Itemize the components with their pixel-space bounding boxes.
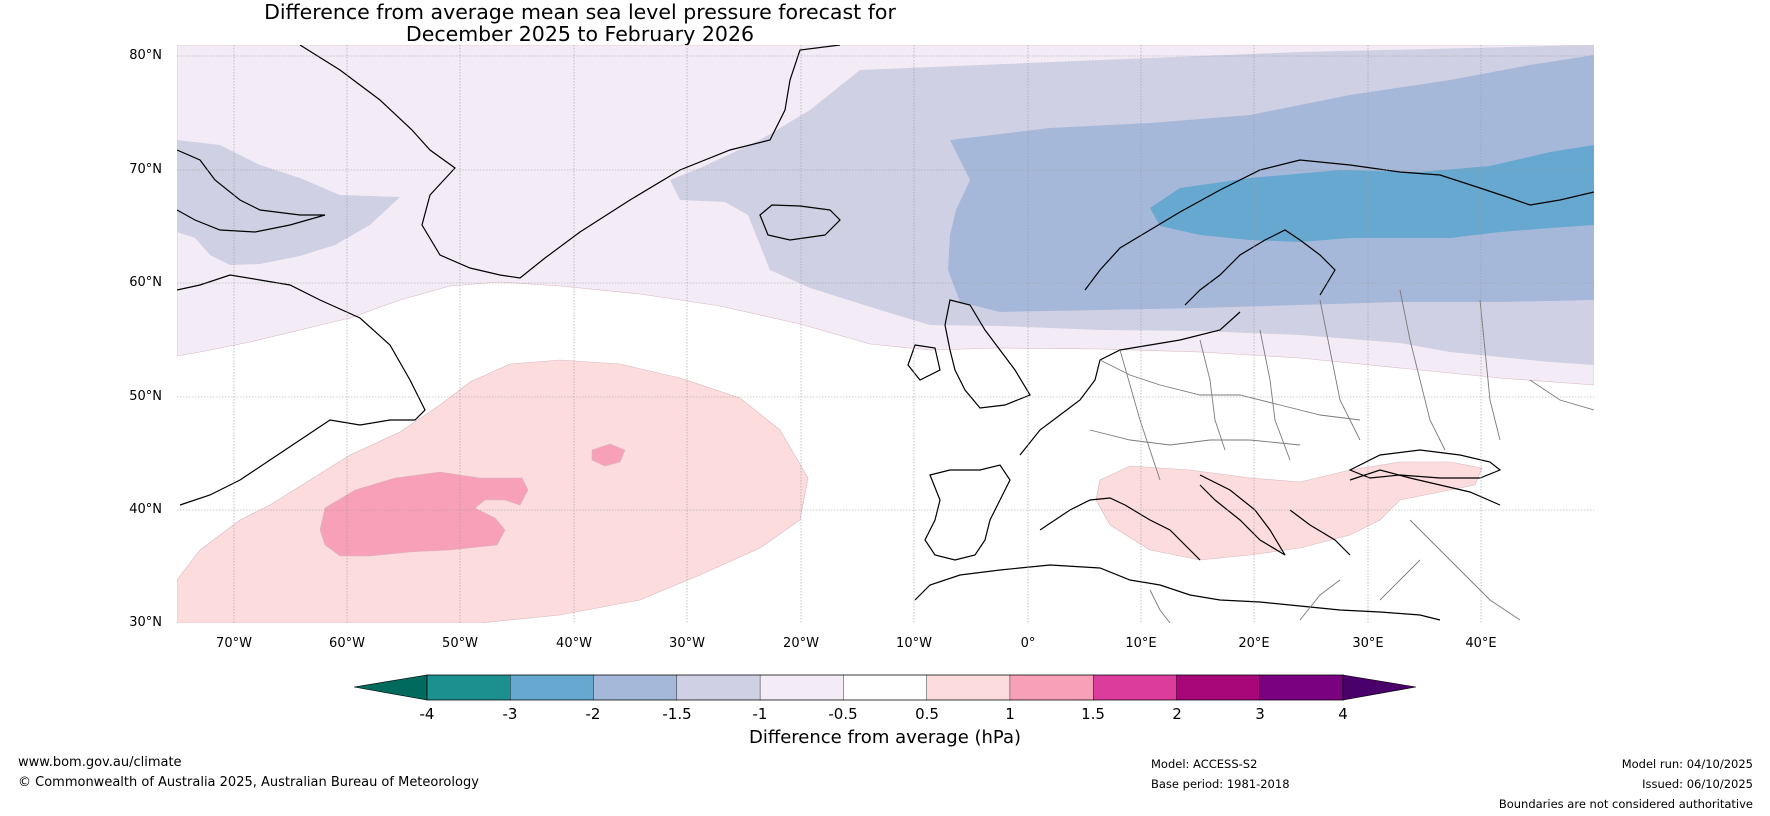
map-plot-area xyxy=(177,45,1594,623)
colorbar-tick-label: -3 xyxy=(502,705,518,723)
coastline-british-isles xyxy=(907,299,1031,409)
colorbar-label: Difference from average (hPa) xyxy=(748,727,1022,748)
latitude-label-70n: 70°N xyxy=(129,162,162,177)
colorbar-segment xyxy=(926,674,1011,701)
colorbar-tick-label: -1 xyxy=(752,705,768,723)
coastline-black-sea xyxy=(1348,449,1502,479)
coastlines xyxy=(177,45,1594,621)
longitude-label-30w: 30°W xyxy=(669,636,705,651)
colorbar-extension-max xyxy=(1342,674,1417,701)
longitude-label-20w: 20°W xyxy=(783,636,819,651)
colorbar-tick-label: 0.5 xyxy=(915,705,939,723)
longitude-label-10e: 10°E xyxy=(1125,636,1157,651)
website-text: www.bom.gov.au/climate xyxy=(18,755,182,770)
coastline-scandinavia xyxy=(1084,159,1594,306)
disclaimer-text: Boundaries are not considered authoritat… xyxy=(1498,797,1753,811)
colorbar-segment xyxy=(843,674,928,701)
coastline-baffin xyxy=(177,149,326,233)
latitude-label-40n: 40°N xyxy=(129,502,162,517)
longitude-label-20e: 20°E xyxy=(1238,636,1270,651)
longitude-label-40e: 40°E xyxy=(1465,636,1497,651)
colorbar-segment xyxy=(1092,674,1178,701)
anomaly-region-positive-mediterranean xyxy=(1095,461,1483,561)
colorbar-tick-label: -2 xyxy=(585,705,601,723)
coastline-labrador xyxy=(177,274,426,506)
colorbar-segment xyxy=(759,674,845,701)
longitude-label-50w: 50°W xyxy=(442,636,478,651)
latitude-label-50n: 50°N xyxy=(129,389,162,404)
anomaly-region-strong-positive-small xyxy=(591,443,626,467)
colorbar-tick-label: -4 xyxy=(419,705,435,723)
base-period-text: Base period: 1981-2018 xyxy=(1151,777,1290,791)
longitude-label-10w: 10°W xyxy=(896,636,932,651)
colorbar-tick-label: 4 xyxy=(1338,705,1348,723)
model-text: Model: ACCESS-S2 xyxy=(1151,757,1258,771)
coastline-iceland xyxy=(759,204,841,241)
map-gridlines xyxy=(177,45,1594,623)
longitude-label-60w: 60°W xyxy=(329,636,365,651)
latitude-label-60n: 60°N xyxy=(129,275,162,290)
colorbar-tick-label: 1 xyxy=(1005,705,1015,723)
copyright-text: © Commonwealth of Australia 2025, Austra… xyxy=(18,775,479,790)
coastline-mediterranean xyxy=(1039,469,1501,561)
colorbar-segment xyxy=(1009,674,1094,701)
colorbar xyxy=(353,674,1417,701)
anomaly-region-negative-labrador xyxy=(177,140,400,265)
anomaly-region-strong-negative-scandinavia xyxy=(1150,145,1594,242)
map-title-line-2: December 2025 to February 2026 xyxy=(405,22,755,46)
colorbar-tick-label: 3 xyxy=(1255,705,1265,723)
longitude-label-70w: 70°W xyxy=(216,636,252,651)
colorbar-extension-min xyxy=(353,674,428,701)
colorbar-tick-label: -1.5 xyxy=(662,705,692,723)
colorbar-segment xyxy=(676,674,761,701)
anomaly-region-strong-positive-north-atlantic xyxy=(319,471,529,557)
country-borders xyxy=(1089,289,1594,623)
map-title-line-1: Difference from average mean sea level p… xyxy=(264,0,896,24)
issued-text: Issued: 06/10/2025 xyxy=(1642,777,1753,791)
colorbar-segment xyxy=(1176,674,1261,701)
longitude-label-30e: 30°E xyxy=(1352,636,1384,651)
latitude-label-30n: 30°N xyxy=(129,615,162,630)
colorbar-tick-label: 1.5 xyxy=(1081,705,1105,723)
latitude-label-80n: 80°N xyxy=(129,48,162,63)
longitude-label-40w: 40°W xyxy=(556,636,592,651)
longitude-label-0: 0° xyxy=(1020,636,1036,651)
colorbar-tick-label: 2 xyxy=(1172,705,1182,723)
colorbar-segment xyxy=(426,674,511,701)
colorbar-tick-label: -0.5 xyxy=(828,705,858,723)
colorbar-segment xyxy=(1259,674,1344,701)
colorbar-segment xyxy=(510,674,595,701)
coastline-north-africa xyxy=(914,564,1441,621)
model-run-text: Model run: 04/10/2025 xyxy=(1621,757,1753,771)
coastline-greenland xyxy=(299,45,841,279)
colorbar-segment xyxy=(593,674,678,701)
